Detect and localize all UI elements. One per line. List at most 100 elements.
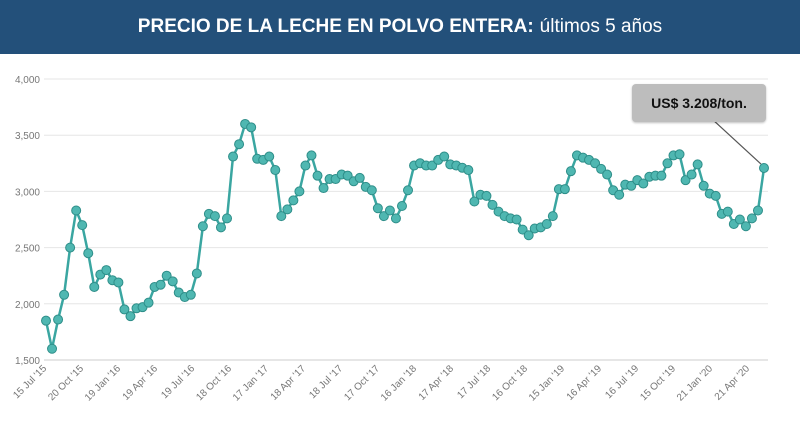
data-point <box>65 242 76 253</box>
data-point <box>439 151 450 162</box>
data-point <box>698 180 709 191</box>
data-point <box>656 170 667 181</box>
data-point <box>559 184 570 195</box>
data-point <box>47 343 58 354</box>
data-point <box>396 201 407 212</box>
data-point <box>481 190 492 201</box>
x-tick-label: 17 Jul '18 <box>455 363 493 401</box>
data-point <box>487 199 498 210</box>
data-point <box>113 277 124 288</box>
data-point <box>541 218 552 229</box>
data-point <box>372 203 383 214</box>
y-tick-label: 2,000 <box>15 300 40 311</box>
data-point <box>626 180 637 191</box>
y-tick-label: 2,500 <box>15 244 40 255</box>
data-point <box>101 265 112 276</box>
x-tick-label: 17 Apr '18 <box>417 363 457 403</box>
x-tick-label: 21 Apr '20 <box>713 363 753 403</box>
data-point <box>300 160 311 171</box>
data-point <box>246 122 257 133</box>
data-point <box>77 220 88 231</box>
data-point <box>276 211 287 222</box>
data-point <box>378 211 389 222</box>
latest-price-callout: US$ 3.208/ton. <box>632 84 766 122</box>
data-point <box>209 211 220 222</box>
data-point <box>692 159 703 170</box>
chart-title: PRECIO DE LA LECHE EN POLVO ENTERA: <box>137 16 534 37</box>
data-point <box>288 195 299 206</box>
data-point <box>523 230 534 241</box>
data-point <box>427 160 438 171</box>
data-point <box>53 314 64 325</box>
data-point <box>662 158 673 169</box>
data-point <box>119 304 130 315</box>
data-point <box>511 214 522 225</box>
x-tick-label: 15 Jul '15 <box>11 363 49 401</box>
data-point <box>638 178 649 189</box>
x-tick-label: 19 Apr '16 <box>121 363 161 403</box>
x-tick-label: 19 Jan '16 <box>83 363 123 403</box>
data-point <box>228 151 239 162</box>
data-point <box>270 165 281 176</box>
data-point <box>264 151 275 162</box>
data-point <box>614 189 625 200</box>
data-point <box>89 281 100 292</box>
data-point <box>125 311 136 322</box>
data-point <box>191 268 202 279</box>
data-point <box>222 213 233 224</box>
data-point <box>83 248 94 259</box>
data-point <box>366 185 377 196</box>
data-point <box>463 165 474 176</box>
x-tick-label: 15 Jan '19 <box>527 363 567 403</box>
data-point <box>602 169 613 180</box>
data-point <box>752 205 763 216</box>
data-point <box>686 169 697 180</box>
x-tick-label: 17 Oct '17 <box>342 363 382 403</box>
x-tick-label: 19 Jul '16 <box>159 363 197 401</box>
y-tick-label: 3,500 <box>15 131 40 142</box>
data-point <box>722 206 733 217</box>
x-tick-label: 16 Oct '18 <box>490 363 530 403</box>
x-tick-label: 20 Oct '15 <box>46 363 86 403</box>
data-point <box>596 163 607 174</box>
data-point <box>185 289 196 300</box>
x-tick-label: 15 Oct '19 <box>638 363 678 403</box>
data-point <box>234 139 245 150</box>
data-point <box>710 190 721 201</box>
data-point <box>674 149 685 160</box>
y-tick-label: 4,000 <box>15 75 40 86</box>
chart-title-banner: PRECIO DE LA LECHE EN POLVO ENTERA: últi… <box>0 0 800 54</box>
x-tick-label: 18 Oct '16 <box>194 363 234 403</box>
latest-price-label: US$ 3.208/ton. <box>651 95 747 111</box>
data-point <box>294 186 305 197</box>
data-point <box>215 222 226 233</box>
y-tick-label: 3,000 <box>15 187 40 198</box>
x-tick-label: 16 Jan '18 <box>379 363 419 403</box>
data-point <box>155 279 166 290</box>
data-point <box>403 185 414 196</box>
data-point <box>740 221 751 232</box>
x-tick-label: 16 Apr '19 <box>565 363 605 403</box>
data-point <box>318 183 329 194</box>
data-point <box>342 170 353 181</box>
price-series-line <box>44 122 766 351</box>
data-point <box>306 150 317 161</box>
data-point <box>680 175 691 186</box>
x-tick-label: 21 Jan '20 <box>675 363 715 403</box>
data-point <box>469 196 480 207</box>
y-tick-label: 1,500 <box>15 356 40 367</box>
data-point <box>734 214 745 225</box>
data-point <box>590 158 601 169</box>
data-point <box>143 297 154 308</box>
data-point <box>384 205 395 216</box>
data-point <box>390 213 401 224</box>
data-point <box>312 170 323 181</box>
callout-pointer <box>711 118 762 165</box>
data-point <box>547 211 558 222</box>
data-point <box>354 172 365 183</box>
data-point <box>746 213 757 224</box>
data-point <box>161 270 172 281</box>
data-point <box>282 204 293 215</box>
chart-subtitle: últimos 5 años <box>539 16 663 37</box>
